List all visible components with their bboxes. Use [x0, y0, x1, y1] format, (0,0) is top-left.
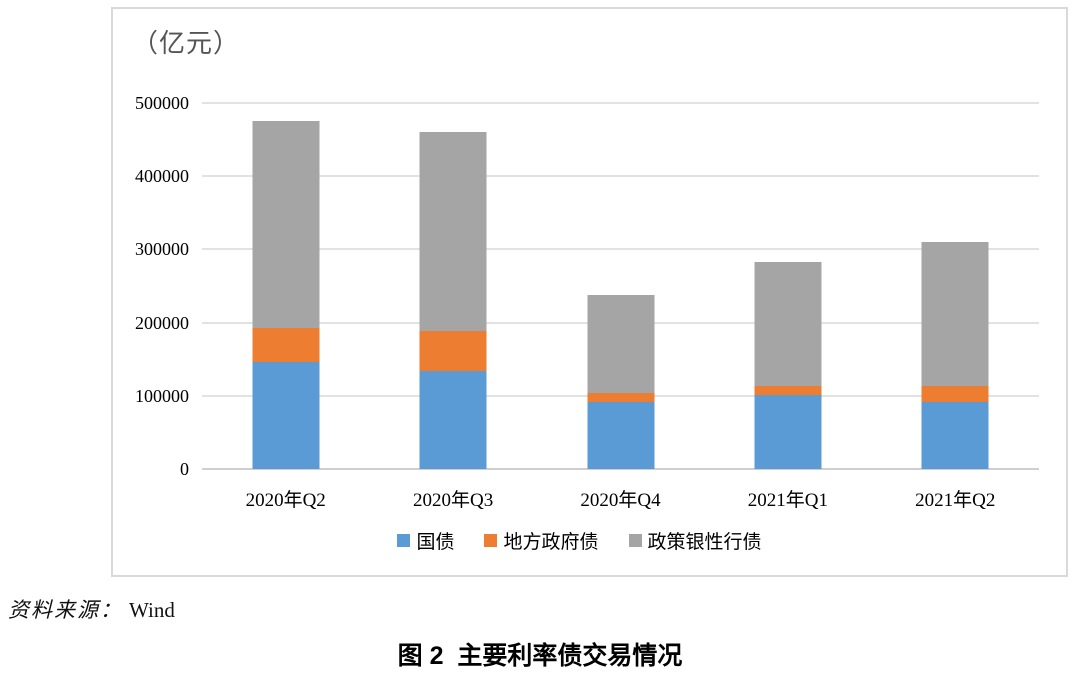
x-tick-label: 2020年Q4	[580, 490, 661, 511]
x-tick-label: 2020年Q3	[412, 490, 494, 511]
legend-label: 政策银性行债	[647, 532, 762, 553]
x-tick-label: 2021年Q2	[915, 490, 996, 511]
legend-item-政策银性行债: 政策银性行债	[628, 527, 762, 554]
bar-2021年Q1	[754, 261, 822, 469]
bar-segment-地方政府债	[921, 385, 989, 402]
x-tick-label: 2020年Q2	[245, 490, 326, 511]
source-note: 资料来源： Wind	[8, 594, 175, 624]
source-value: Wind	[129, 598, 175, 622]
y-tick-label: 0	[180, 459, 189, 479]
y-tick-label: 100000	[135, 385, 189, 406]
legend-swatch-icon	[628, 534, 642, 547]
x-axis-line	[202, 468, 1039, 470]
bar-2020年Q4	[587, 294, 654, 469]
y-tick-label: 300000	[135, 239, 189, 260]
legend: 国债 地方政府债 政策银性行债	[113, 527, 1046, 554]
axis-unit-label: （亿元）	[132, 29, 241, 58]
x-tick-label: 2021年Q1	[747, 490, 829, 511]
bar-segment-国债	[921, 401, 989, 469]
legend-label: 地方政府债	[503, 532, 599, 553]
bar-segment-政策银性行债	[252, 121, 320, 329]
y-tick-label: 500000	[135, 93, 189, 113]
gridline	[202, 102, 1039, 104]
bar-segment-国债	[419, 370, 487, 469]
bar-segment-国债	[754, 395, 822, 469]
bar-segment-政策银性行债	[754, 261, 822, 386]
plot-area: 0 100000 200000 300000 400000 500000 2020年Q2 20…	[135, 94, 1039, 511]
bar-segment-政策银性行债	[921, 242, 989, 386]
bar-segment-地方政府债	[754, 385, 822, 396]
legend-item-地方政府债: 地方政府债	[484, 527, 599, 554]
figure-caption: 图 2 主要利率债交易情况	[397, 642, 683, 670]
bar-segment-地方政府债	[587, 392, 654, 402]
bar-2020年Q2	[252, 121, 320, 469]
legend-label: 国债	[416, 532, 455, 553]
bar-segment-国债	[587, 401, 654, 469]
bar-segment-地方政府债	[252, 328, 320, 363]
y-tick-label: 200000	[135, 312, 189, 333]
chart-container: （亿元） 0 100000 200000 300000 400000 500000 2020…	[111, 7, 1068, 577]
bar-segment-地方政府债	[419, 331, 487, 371]
bar-2021年Q2	[921, 242, 989, 469]
bar-segment-政策银性行债	[587, 294, 654, 393]
gridline	[202, 175, 1039, 178]
source-label: 资料来源：	[8, 598, 123, 622]
legend-swatch-icon	[397, 534, 411, 547]
legend-item-国债: 国债	[397, 527, 454, 554]
y-tick-label: 400000	[135, 166, 189, 187]
bar-segment-国债	[252, 362, 320, 469]
bar-segment-政策银性行债	[419, 132, 487, 332]
legend-swatch-icon	[484, 534, 498, 547]
gridline	[202, 248, 1039, 251]
bar-2020年Q3	[419, 132, 487, 469]
